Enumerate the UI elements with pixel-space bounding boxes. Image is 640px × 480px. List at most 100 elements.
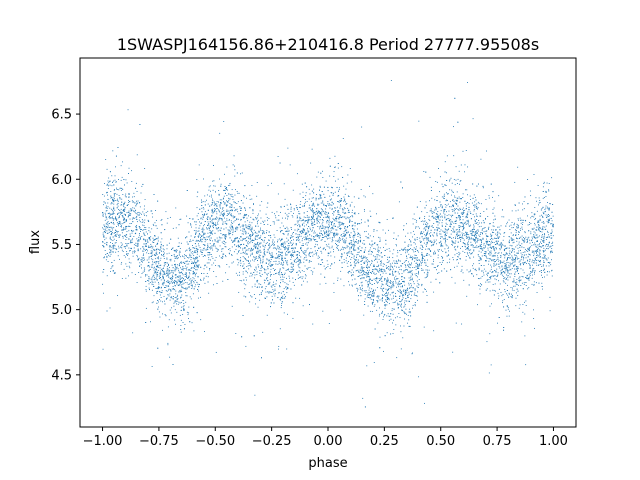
data-point [226, 223, 228, 224]
data-point [232, 227, 234, 229]
data-point [425, 245, 427, 247]
data-point [415, 246, 417, 248]
data-point [204, 232, 206, 234]
data-point [516, 244, 518, 246]
data-point [277, 245, 279, 247]
data-point [124, 202, 125, 204]
data-point [266, 216, 268, 218]
data-point [259, 299, 261, 301]
data-point [183, 303, 185, 305]
data-point [204, 249, 206, 251]
data-point [522, 259, 524, 261]
data-point [164, 263, 166, 265]
data-point [275, 217, 277, 219]
data-point [151, 258, 153, 260]
data-point [416, 237, 418, 238]
data-point [311, 216, 313, 217]
data-point [299, 297, 301, 299]
data-point [456, 197, 458, 199]
data-point [284, 212, 286, 214]
data-point [132, 238, 134, 240]
data-point [528, 246, 530, 248]
data-point [443, 212, 445, 214]
data-point [396, 255, 398, 257]
data-point [527, 288, 529, 290]
data-point [189, 250, 191, 252]
data-point [184, 279, 186, 280]
data-point [482, 232, 483, 234]
data-point [170, 260, 172, 262]
data-point [357, 235, 359, 237]
data-point [400, 292, 402, 293]
data-point [306, 242, 308, 244]
data-point [102, 241, 104, 242]
data-point [481, 233, 483, 235]
data-point [167, 342, 169, 344]
data-point [507, 267, 509, 268]
data-point [462, 242, 464, 244]
data-point [278, 254, 280, 256]
data-point [359, 287, 361, 289]
data-point [500, 225, 502, 227]
data-point [188, 263, 190, 265]
data-point [486, 280, 488, 281]
data-point [196, 259, 198, 261]
data-point [387, 277, 388, 279]
data-point [258, 234, 259, 236]
data-point [355, 259, 357, 261]
data-point [545, 245, 547, 247]
data-point [252, 248, 254, 250]
data-point [284, 252, 286, 254]
data-point [349, 219, 351, 221]
data-point [263, 252, 265, 254]
data-point [211, 211, 213, 213]
data-point [394, 262, 396, 264]
data-point [523, 201, 525, 202]
data-point [525, 257, 527, 259]
data-point [527, 203, 529, 205]
data-point [253, 260, 255, 262]
data-point [346, 229, 348, 231]
data-point [458, 216, 459, 218]
data-point [449, 206, 450, 208]
data-point [529, 260, 531, 262]
data-point [113, 197, 115, 199]
data-point [130, 235, 132, 237]
data-point [293, 248, 295, 250]
data-point [509, 268, 511, 270]
data-point [319, 186, 321, 188]
data-point [281, 222, 283, 224]
data-point [464, 252, 466, 254]
data-point [329, 207, 331, 209]
data-point [178, 245, 180, 247]
data-point [365, 247, 367, 249]
data-point [541, 235, 543, 237]
data-point [451, 209, 453, 211]
data-point [208, 259, 210, 261]
data-point [427, 274, 429, 276]
data-point [118, 247, 120, 249]
data-point [340, 228, 341, 230]
data-point [392, 322, 393, 324]
data-point [291, 229, 292, 230]
data-point [125, 246, 127, 247]
data-point [263, 249, 265, 251]
data-point [419, 247, 421, 249]
data-point [534, 257, 536, 259]
data-point [160, 279, 162, 281]
data-point [497, 234, 499, 236]
data-point [329, 233, 331, 235]
data-point [188, 269, 189, 271]
data-point [135, 242, 137, 244]
data-point [514, 181, 516, 183]
data-point [128, 215, 130, 217]
data-point [245, 224, 247, 226]
data-point [254, 270, 256, 272]
data-point [463, 224, 465, 226]
data-point [322, 225, 324, 227]
data-point [208, 236, 210, 237]
data-point [544, 229, 546, 230]
data-point [346, 227, 348, 229]
data-point [242, 273, 244, 275]
data-point [139, 266, 141, 267]
